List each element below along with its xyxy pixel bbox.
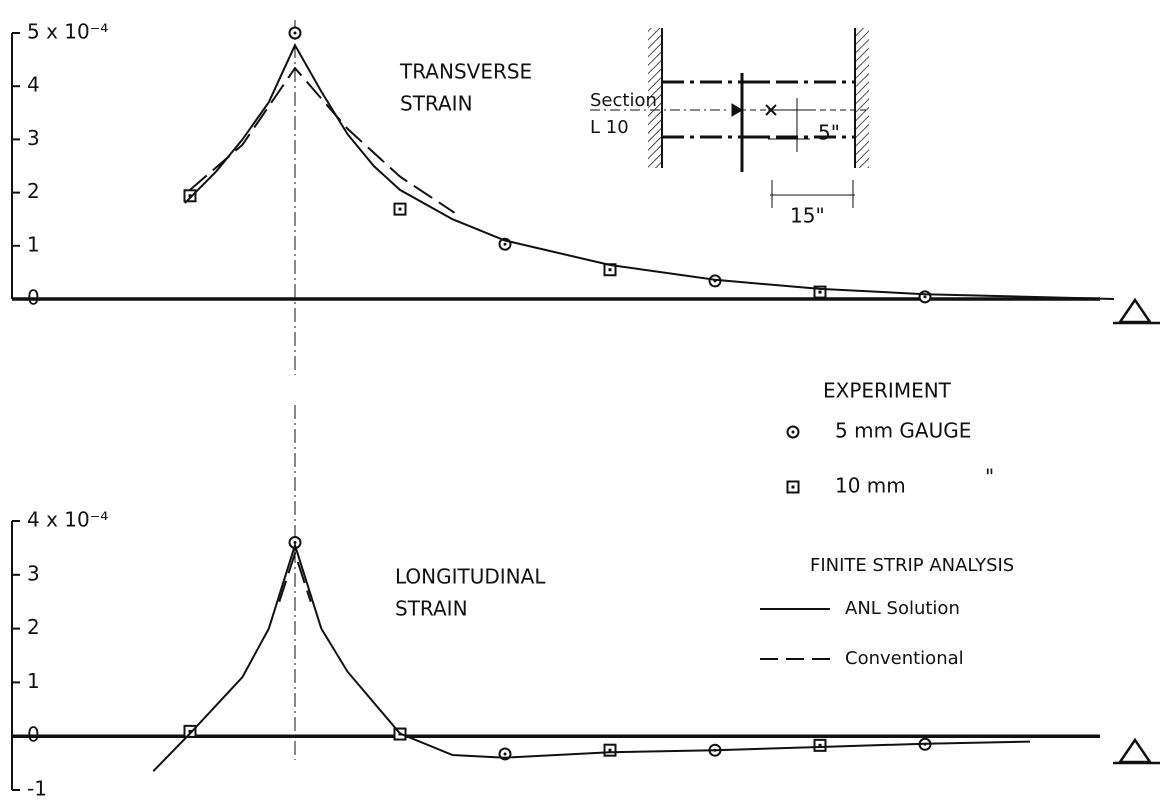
legend-label: 10 mm (835, 474, 906, 498)
chart-title: LONGITUDINAL (395, 565, 546, 589)
chart-title: STRAIN (395, 597, 468, 621)
series-line (278, 550, 312, 603)
data-point-dot (818, 743, 822, 747)
y-tick-label: 4 (27, 73, 40, 97)
inset-label: L 10 (590, 117, 629, 138)
data-point-dot (188, 194, 192, 198)
legend-label: 5 mm GAUGE (835, 419, 971, 443)
series-line (189, 66, 456, 214)
data-point-dot (398, 207, 402, 211)
y-tick-label: 3 (27, 126, 40, 150)
data-point-dot (608, 748, 612, 752)
data-point-dot (608, 268, 612, 272)
legend-swatch-dot (791, 485, 795, 489)
data-point-dot (923, 295, 927, 299)
legend-heading: FINITE STRIP ANALYSIS (810, 555, 1014, 576)
support (1113, 297, 1160, 765)
legend-swatch-dot (791, 430, 795, 434)
y-tick-label: 1 (27, 669, 40, 693)
inset-label: Section (590, 90, 657, 111)
y-tick-label: 2 (27, 615, 40, 639)
y-tick-label: -1 (27, 777, 47, 801)
data-point-dot (818, 290, 822, 294)
legend-heading: EXPERIMENT (823, 379, 952, 403)
y-tick-label: 0 (27, 286, 40, 310)
legend-ditto: " (985, 465, 994, 489)
data-point-dot (188, 729, 192, 733)
data-point-dot (293, 31, 297, 35)
legend-label: ANL Solution (845, 598, 960, 619)
data-point-dot (503, 242, 507, 246)
chart-title: STRAIN (400, 92, 473, 116)
y-tick-label: 2 (27, 179, 40, 203)
inset-dimension: 5" (818, 121, 840, 145)
y-tick-label: 5 x 10⁻⁴ (27, 20, 108, 44)
chart-title: TRANSVERSE (399, 60, 532, 84)
y-tick-label: 0 (27, 723, 40, 747)
series-line (152, 541, 1031, 772)
data-point-dot (503, 752, 507, 756)
y-tick-label: 4 x 10⁻⁴ (27, 508, 108, 532)
inset (590, 28, 869, 208)
series-line (184, 43, 1115, 300)
y-tick-label: 3 (27, 561, 40, 585)
legend-label: Conventional (845, 648, 964, 669)
y-tick-label: 1 (27, 232, 40, 256)
inset-dimension: 15" (790, 204, 825, 228)
